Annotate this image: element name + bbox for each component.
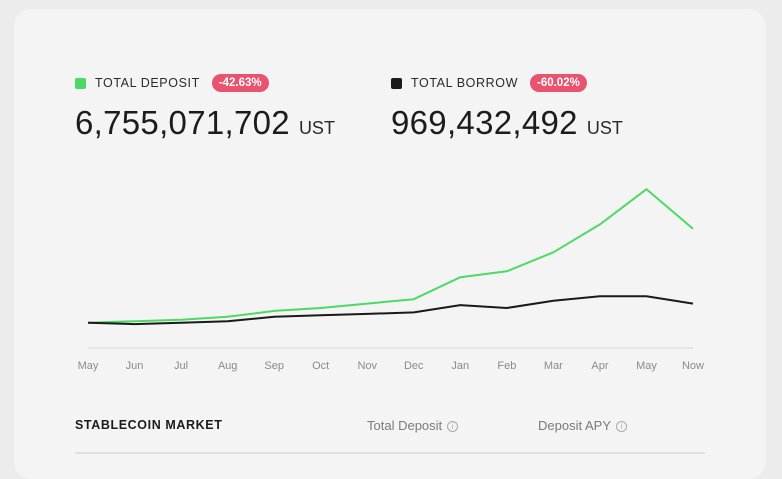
total-deposit-stat: TOTAL DEPOSIT -42.63% 6,755,071,702 UST [75, 72, 335, 142]
x-tick-label: Feb [497, 360, 516, 372]
x-axis: May Jun Jul Aug Sep Oct Nov Dec Jan Feb Mar Apr May N… [78, 347, 704, 372]
borrow-change-badge: -60.02% [529, 74, 587, 92]
x-tick-label: Oct [312, 360, 329, 372]
x-tick-label: Jun [126, 360, 144, 372]
x-tick-label: Jan [451, 360, 469, 372]
deposit-unit: UST [298, 118, 335, 138]
x-tick-label: Mar [544, 360, 563, 372]
x-tick-label: Sep [264, 360, 284, 372]
borrow-label: TOTAL BORROW [411, 76, 518, 90]
deposit-value: 6,755,071,702 [75, 104, 290, 141]
deposit-series-line [87, 188, 694, 324]
x-tick-label: Dec [404, 360, 424, 372]
deposit-legend-swatch [75, 77, 86, 89]
deposit-borrow-chart[interactable]: May Jun Jul Aug Sep Oct Nov Dec Jan Feb Mar Apr May N… [0, 0, 782, 400]
x-tick-label: Apr [591, 360, 608, 372]
stablecoin-market-title: STABLECOIN MARKET [75, 418, 223, 432]
x-tick-label: Jul [174, 360, 188, 372]
total-borrow-stat: TOTAL BORROW -60.02% 969,432,492 UST [391, 72, 623, 142]
deposit-change-badge: -42.63% [211, 74, 269, 92]
x-tick-label: Aug [218, 360, 238, 372]
total-deposit-column-label: Total Deposit [367, 418, 443, 433]
dashboard-card [14, 9, 766, 479]
info-icon[interactable]: i [447, 421, 459, 432]
x-tick-label: May [636, 360, 657, 372]
x-tick-label: Now [682, 360, 704, 372]
borrow-value: 969,432,492 [391, 104, 578, 141]
x-tick-label: Nov [357, 360, 377, 372]
deposit-label: TOTAL DEPOSIT [95, 76, 200, 90]
deposit-apy-column-label: Deposit APY [538, 418, 611, 433]
chart-series [87, 188, 694, 326]
borrow-series-line [87, 295, 694, 326]
deposit-apy-column-header[interactable]: Deposit APY i [538, 418, 627, 433]
borrow-unit: UST [586, 118, 623, 138]
x-tick-label: May [78, 360, 99, 372]
info-icon[interactable]: i [616, 421, 627, 432]
total-deposit-column-header[interactable]: Total Deposit i [367, 418, 459, 433]
borrow-legend-swatch [391, 77, 402, 89]
table-divider [75, 452, 705, 454]
